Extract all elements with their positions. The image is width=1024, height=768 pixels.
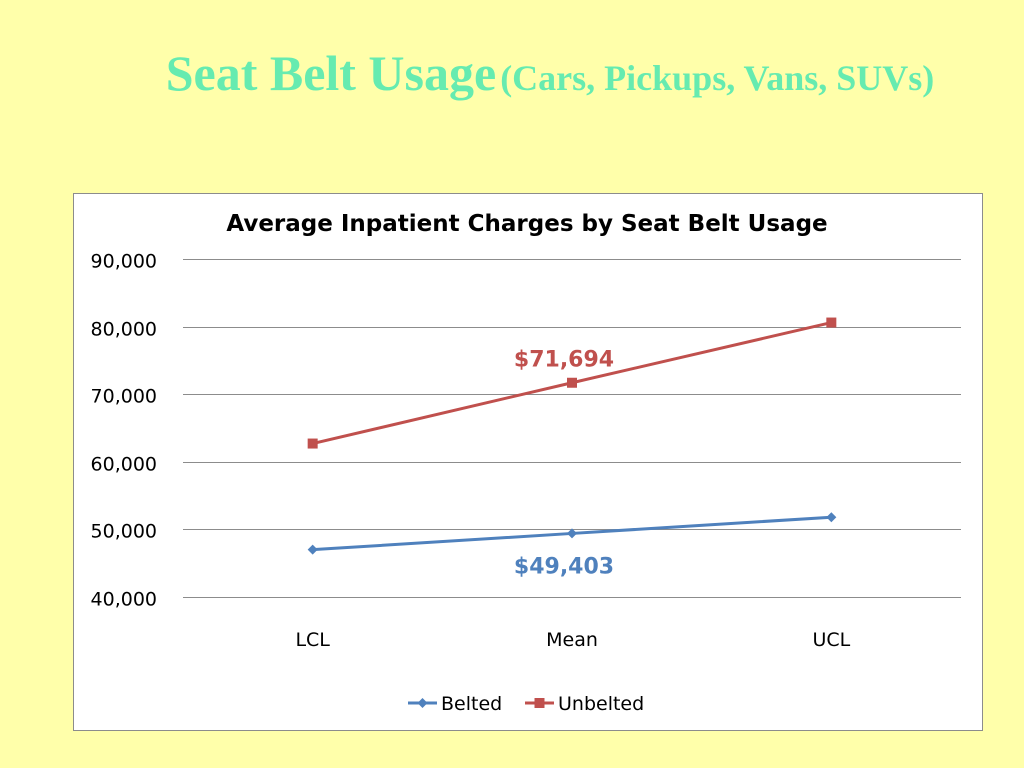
x-tick-label: LCL xyxy=(295,629,330,651)
y-tick-label: 90,000 xyxy=(91,251,157,273)
y-tick-label: 50,000 xyxy=(91,521,157,543)
y-tick-label: 70,000 xyxy=(91,386,157,408)
data-label: $71,694 xyxy=(514,348,614,373)
data-point xyxy=(826,317,837,328)
chart-title: Average Inpatient Charges by Seat Belt U… xyxy=(226,211,827,237)
y-tick-label: 80,000 xyxy=(91,319,157,341)
legend-marker xyxy=(417,698,428,708)
data-point xyxy=(307,544,318,555)
data-label: $49,403 xyxy=(514,554,614,579)
slide-title-sub: (Cars, Pickups, Vans, SUVs) xyxy=(500,58,935,98)
data-point xyxy=(826,512,837,523)
y-tick-label: 60,000 xyxy=(91,454,157,476)
legend-item-belted[interactable]: Belted xyxy=(408,693,502,715)
legend-item-unbelted[interactable]: Unbelted xyxy=(525,693,644,715)
x-axis-ticks: LCL Mean UCL xyxy=(295,629,850,651)
y-tick-label: 40,000 xyxy=(91,589,157,611)
legend-label: Belted xyxy=(441,693,502,715)
x-tick-label: UCL xyxy=(812,629,850,651)
data-point xyxy=(567,528,577,539)
data-point xyxy=(567,377,577,388)
slide-title: Seat Belt Usage (Cars, Pickups, Vans, SU… xyxy=(120,42,980,105)
legend-marker xyxy=(534,698,545,708)
chart-legend[interactable]: Belted Unbelted xyxy=(408,693,644,715)
legend-label: Unbelted xyxy=(558,693,644,715)
data-point xyxy=(307,438,318,449)
series-layer: $49,403 $71,694 xyxy=(307,317,837,579)
series-unbelted: $71,694 xyxy=(307,317,837,449)
y-axis-ticks: 40,000 50,000 60,000 70,000 80,000 90,000 xyxy=(91,251,157,611)
slide-title-main: Seat Belt Usage xyxy=(165,45,497,101)
series-belted: $49,403 xyxy=(307,512,837,579)
x-tick-label: Mean xyxy=(546,629,598,651)
